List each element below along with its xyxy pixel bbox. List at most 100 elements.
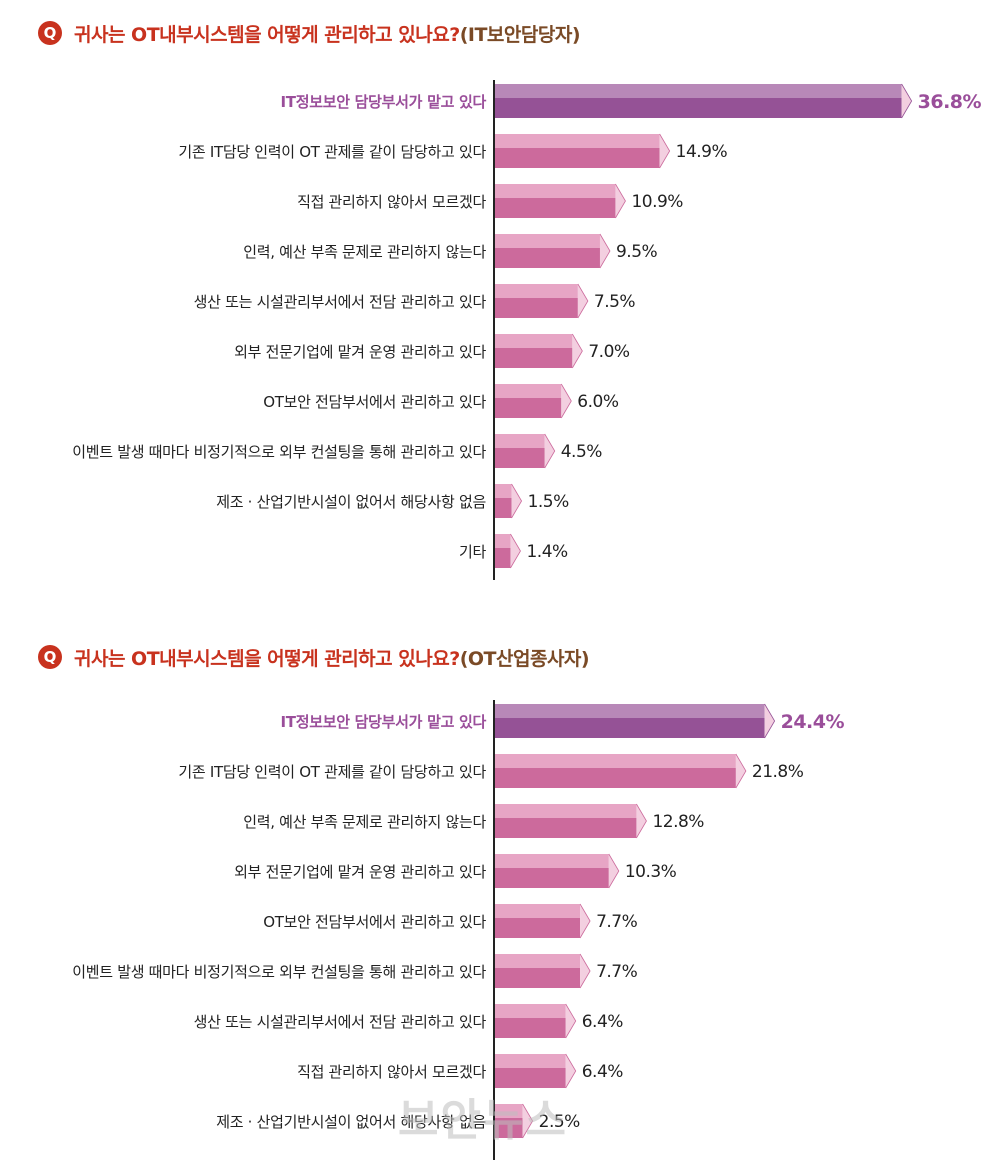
bar-end-edge — [577, 283, 589, 319]
category-label: OT보안 전담부서에서 관리하고 있다 — [263, 393, 486, 411]
bar-row: 생산 또는 시설관리부서에서 전담 관리하고 있다 7.5% — [0, 282, 1000, 322]
category-label: 제조 · 산업기반시설이 없어서 해당사항 없음 — [216, 1113, 486, 1131]
bar-row: OT보안 전담부서에서 관리하고 있다 7.7% — [0, 902, 1000, 942]
bar-row: 인력, 예산 부족 문제로 관리하지 않는다 9.5% — [0, 232, 1000, 272]
bar — [495, 703, 776, 739]
category-label: IT정보보안 담당부서가 맡고 있다 — [280, 93, 487, 111]
bar-front-face — [495, 768, 736, 788]
bar-end-cap — [522, 1104, 533, 1138]
bar-top-face — [495, 134, 660, 148]
bar-end-edge — [608, 853, 620, 889]
bar-top-face — [495, 334, 573, 348]
value-label: 2.5% — [538, 1112, 581, 1132]
value-label: 6.4% — [581, 1012, 624, 1032]
bar-front-face — [495, 98, 902, 118]
bar — [495, 903, 591, 939]
bar-row: 인력, 예산 부족 문제로 관리하지 않는다 12.8% — [0, 802, 1000, 842]
bar — [495, 1053, 577, 1089]
bar-front-face — [495, 1118, 523, 1138]
value-label: 7.0% — [588, 342, 630, 362]
bar-top-face — [495, 704, 765, 718]
bar-front-face — [495, 398, 562, 418]
bar-top-face — [495, 754, 736, 768]
bar-end-edge — [522, 1103, 534, 1139]
bar-end-cap — [599, 234, 610, 268]
bar — [495, 83, 913, 119]
bar-top-face — [495, 534, 511, 548]
bar-top-face — [495, 904, 581, 918]
bar-row: 기타 1.4% — [0, 532, 1000, 572]
bar-front-face — [495, 968, 581, 988]
bar-row: 외부 전문기업에 맡겨 운영 관리하고 있다 10.3% — [0, 852, 1000, 892]
value-label: 6.0% — [577, 392, 619, 412]
bar-top-face — [495, 804, 637, 818]
category-label: 기존 IT담당 인력이 OT 관제를 같이 담당하고 있다 — [178, 143, 486, 161]
bar — [495, 533, 521, 569]
chart-title: 귀사는 OT내부시스템을 어떻게 관리하고 있나요? — [74, 23, 460, 46]
bar-top-face — [495, 1104, 523, 1118]
value-label: 12.8% — [652, 812, 704, 832]
category-label: 외부 전문기업에 맡겨 운영 관리하고 있다 — [234, 343, 486, 361]
chart-it-security: Q 귀사는 OT내부시스템을 어떻게 관리하고 있나요? (IT보안담당자) I… — [0, 18, 1000, 588]
bar-top-face — [495, 954, 581, 968]
value-label: 36.8% — [917, 91, 982, 113]
category-label: OT보안 전담부서에서 관리하고 있다 — [263, 913, 486, 931]
bar-end-edge — [565, 1053, 577, 1089]
bar — [495, 183, 626, 219]
bar-end-edge — [615, 183, 626, 219]
category-label: 인력, 예산 부족 문제로 관리하지 않는다 — [243, 243, 486, 261]
bar-top-face — [495, 184, 616, 198]
bar-end-edge — [560, 383, 572, 419]
bar-end-cap — [608, 854, 619, 888]
bar-front-face — [495, 498, 512, 518]
bar-end-edge — [764, 703, 776, 739]
value-label: 7.7% — [596, 912, 638, 932]
bar-row: IT정보보안 담당부서가 맡고 있다 24.4% — [0, 702, 1000, 742]
category-label: 이벤트 발생 때마다 비정기적으로 외부 컨설팅을 통해 관리하고 있다 — [72, 443, 486, 461]
category-label: 생산 또는 시설관리부서에서 전담 관리하고 있다 — [193, 1013, 487, 1031]
bar-top-face — [495, 1054, 566, 1068]
bar-front-face — [495, 198, 616, 218]
bar — [495, 433, 556, 469]
bar-end-cap — [511, 484, 522, 518]
bar-end-edge — [572, 333, 583, 369]
bar-end-cap — [636, 804, 647, 838]
y-axis-line — [493, 80, 495, 580]
bar — [495, 753, 747, 789]
bar-front-face — [495, 718, 765, 738]
bar-top-face — [495, 234, 600, 248]
bar-end-edge — [735, 753, 747, 789]
question-icon: Q — [38, 645, 62, 669]
bar-end-edge — [636, 803, 647, 839]
category-label: 제조 · 산업기반시설이 없어서 해당사항 없음 — [216, 493, 486, 511]
value-label: 7.7% — [596, 962, 638, 982]
bar-front-face — [495, 1018, 566, 1038]
watermark-logo: 보안뉴스 — [398, 1095, 568, 1146]
category-label: 직접 관리하지 않아서 모르겠다 — [297, 1063, 486, 1081]
value-label: 6.4% — [581, 1062, 624, 1082]
question-icon: Q — [38, 21, 62, 45]
bar-front-face — [495, 298, 578, 318]
category-label: 생산 또는 시설관리부서에서 전담 관리하고 있다 — [193, 293, 487, 311]
bar-end-cap — [572, 334, 583, 368]
chart-title-suffix: (IT보안담당자) — [459, 23, 581, 46]
bar — [495, 383, 572, 419]
bar-end-cap — [735, 754, 746, 788]
bar-row: 제조 · 산업기반시설이 없어서 해당사항 없음 2.5% — [0, 1102, 1000, 1142]
bar-end-edge — [511, 483, 523, 519]
bar-end-cap — [561, 384, 572, 418]
bar-row: 외부 전문기업에 맡겨 운영 관리하고 있다 7.0% — [0, 332, 1000, 372]
bar-end-cap — [565, 1004, 576, 1038]
bar — [495, 133, 671, 169]
bar-end-edge — [565, 1003, 577, 1039]
bar — [495, 1103, 534, 1139]
bar-front-face — [495, 1068, 566, 1088]
bar — [495, 1003, 577, 1039]
value-label: 21.8% — [751, 762, 804, 782]
category-label: 기존 IT담당 인력이 OT 관제를 같이 담당하고 있다 — [178, 763, 486, 781]
bar-end-cap — [659, 134, 670, 168]
bar-top-face — [495, 434, 545, 448]
bar-end-cap — [544, 434, 555, 468]
bar-top-face — [495, 484, 512, 498]
bar-end-cap — [510, 534, 521, 568]
